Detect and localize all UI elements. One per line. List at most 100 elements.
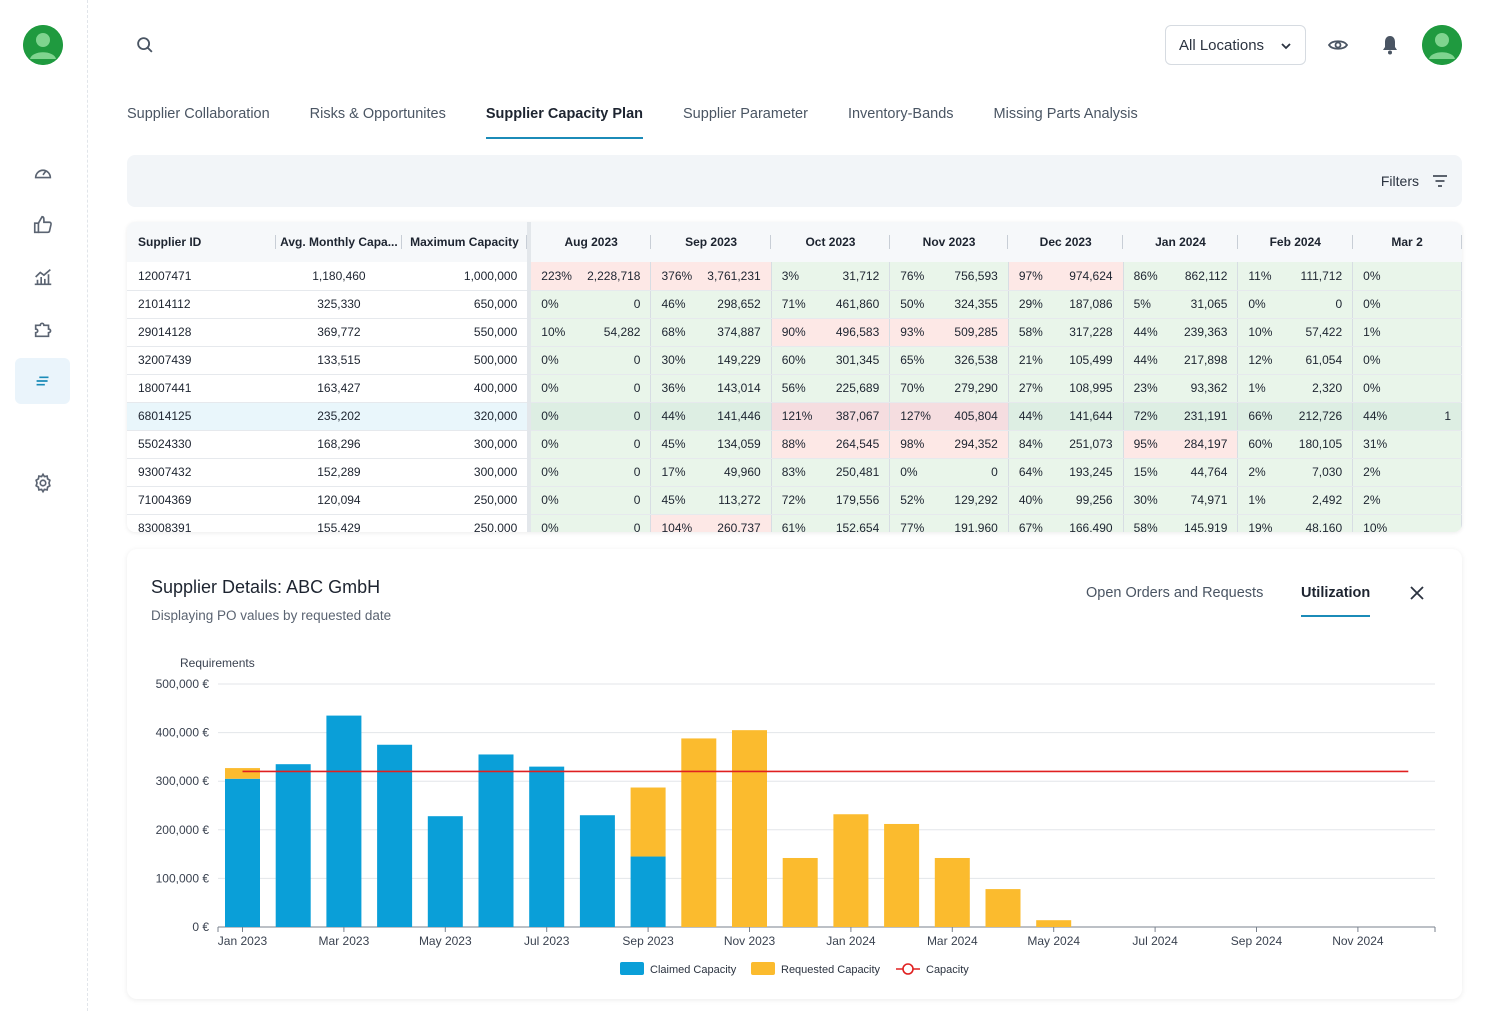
thumbs-up-icon [33, 215, 52, 234]
tab-utilization[interactable]: Utilization [1301, 585, 1371, 617]
filters-label[interactable]: Filters [1380, 173, 1419, 189]
utilization-value-cell: 2,492 [1275, 486, 1354, 515]
utilization-percent-cell: 30% [1123, 486, 1161, 515]
utilization-value-cell: 298,652 [692, 290, 772, 319]
utilization-percent-cell: 5% [1123, 290, 1161, 319]
claimed-bar [326, 715, 362, 927]
tab-supplier-capacity-plan[interactable]: Supplier Capacity Plan [485, 104, 644, 140]
utilization-percent-cell: 0% [529, 402, 572, 431]
tab-risks-opportunities[interactable]: Risks & Opportunites [309, 106, 446, 122]
claimed-bar [478, 754, 514, 927]
close-icon[interactable] [1408, 584, 1426, 602]
utilization-value-cell: 141,446 [692, 402, 772, 431]
tab-open-orders[interactable]: Open Orders and Requests [1086, 585, 1264, 601]
utilization-value-cell: 405,804 [930, 402, 1009, 431]
nav-capacity[interactable] [15, 358, 70, 404]
table-row[interactable]: 29014128 369,772 550,000 10% 54,282 68% 374,88… [127, 318, 1462, 347]
puzzle-icon [34, 322, 51, 338]
table-row[interactable]: 21014112 325,330 650,000 0% 0 46% 298,652 71% 46… [127, 290, 1462, 319]
legend-claimed-swatch [620, 962, 644, 975]
utilization-percent-cell: 97% [1008, 262, 1046, 291]
utilization-value-cell: 74,971 [1160, 486, 1239, 515]
table-row[interactable]: 71004369 120,094 250,000 0% 0 45% 113,272 72% 17… [127, 486, 1462, 515]
month-column-header[interactable]: Mar 2 [1352, 222, 1462, 262]
table-row[interactable]: 93007432 152,289 300,000 0% 0 17% 49,960 83% 250… [127, 458, 1462, 487]
y-tick-label: 0 € [192, 920, 209, 934]
month-column-header[interactable]: Nov 2023 [889, 222, 1009, 262]
utilization-value-cell: 284,197 [1160, 430, 1239, 459]
utilization-percent-cell: 44% [650, 402, 693, 431]
user-avatar[interactable] [1422, 25, 1462, 65]
column-header[interactable]: Supplier ID [127, 222, 277, 262]
bell-icon[interactable] [1378, 33, 1402, 57]
table-cell: 300,000 [401, 458, 532, 487]
app-logo[interactable] [23, 25, 63, 65]
utilization-percent-cell: 19% [1237, 514, 1276, 532]
table-cell: 325,330 [276, 290, 402, 319]
utilization-value-cell: 756,593 [930, 262, 1009, 291]
table-row[interactable]: 68014125 235,202 320,000 0% 0 44% 141,446 121% 3… [127, 402, 1462, 431]
table-row[interactable]: 83008391 155,429 250,000 0% 0 104% 260,737 61% 1… [127, 514, 1462, 532]
utilization-percent-cell: 77% [889, 514, 931, 532]
utilization-percent-cell: 40% [1008, 486, 1046, 515]
column-header[interactable]: Avg. Monthly Capa... [276, 222, 402, 262]
utilization-percent-cell: 23% [1123, 374, 1161, 403]
location-select[interactable]: All Locations [1165, 25, 1306, 65]
table-row[interactable]: 18007441 163,427 400,000 0% 0 36% 143,014 56% 22… [127, 374, 1462, 403]
legend-requested-swatch [751, 962, 775, 975]
utilization-value-cell: 61,054 [1275, 346, 1354, 375]
utilization-percent-cell: 44% [1352, 402, 1391, 431]
utilization-value-cell: 187,086 [1045, 290, 1124, 319]
utilization-value-cell: 301,345 [812, 346, 891, 375]
tab-missing-parts-analysis[interactable]: Missing Parts Analysis [993, 106, 1138, 122]
tab-inventory-bands[interactable]: Inventory-Bands [847, 106, 954, 122]
eye-icon[interactable] [1326, 33, 1350, 57]
utilization-percent-cell: 0% [529, 486, 572, 515]
table-row[interactable]: 12007471 1,180,460 1,000,000 223% 2,228,718 3… [127, 262, 1462, 291]
utilization-percent-cell: 29% [1008, 290, 1046, 319]
nav-feedback[interactable] [15, 202, 70, 248]
table-row[interactable]: 32007439 133,515 500,000 0% 0 30% 149,229 60% 30… [127, 346, 1462, 375]
nav-plugins[interactable] [15, 306, 70, 352]
utilization-value-cell: 294,352 [930, 430, 1009, 459]
nav-analytics[interactable] [15, 254, 70, 300]
utilization-percent-cell: 31% [1352, 430, 1391, 459]
column-header[interactable]: Maximum Capacity [401, 222, 532, 262]
month-column-header[interactable]: Jan 2024 [1123, 222, 1238, 262]
table-cell: 71004369 [127, 486, 277, 515]
tab-supplier-collaboration[interactable]: Supplier Collaboration [127, 106, 270, 122]
nav-dashboard[interactable] [15, 150, 70, 196]
utilization-value-cell: 2,320 [1275, 374, 1354, 403]
utilization-value-cell: 145,919 [1160, 514, 1239, 532]
utilization-percent-cell: 0% [529, 346, 572, 375]
table-cell: 320,000 [401, 402, 532, 431]
table-cell: 650,000 [401, 290, 532, 319]
requested-bar [732, 730, 767, 927]
month-column-header[interactable]: Aug 2023 [529, 222, 651, 262]
table-cell: 168,296 [276, 430, 402, 459]
utilization-value-cell: 113,272 [692, 486, 772, 515]
utilization-value-cell: 326,538 [930, 346, 1009, 375]
month-column-header[interactable]: Dec 2023 [1008, 222, 1124, 262]
utilization-percent-cell: 30% [650, 346, 693, 375]
month-column-header[interactable]: Sep 2023 [650, 222, 772, 262]
utilization-percent-cell: 0% [1352, 262, 1391, 291]
utilization-percent-cell: 0% [1352, 374, 1391, 403]
nav-settings[interactable] [15, 460, 70, 506]
utilization-percent-cell: 17% [650, 458, 693, 487]
month-column-header[interactable]: Oct 2023 [771, 222, 890, 262]
y-tick-label: 300,000 € [156, 774, 210, 788]
filter-icon[interactable] [1431, 172, 1449, 190]
utilization-value-cell: 31,712 [812, 262, 891, 291]
utilization-percent-cell: 72% [1123, 402, 1161, 431]
table-row[interactable]: 55024330 168,296 300,000 0% 0 45% 134,059 88% 26… [127, 430, 1462, 459]
utilization-percent-cell: 44% [1123, 346, 1161, 375]
utilization-value-cell: 44,764 [1160, 458, 1239, 487]
requested-bar [884, 823, 920, 927]
tab-supplier-parameter[interactable]: Supplier Parameter [683, 106, 808, 122]
month-column-header[interactable]: Feb 2024 [1237, 222, 1353, 262]
utilization-percent-cell: 3% [771, 262, 813, 291]
utilization-value-cell: 57,422 [1275, 318, 1354, 347]
utilization-value-cell: 93,362 [1160, 374, 1239, 403]
search-icon[interactable] [134, 34, 156, 56]
